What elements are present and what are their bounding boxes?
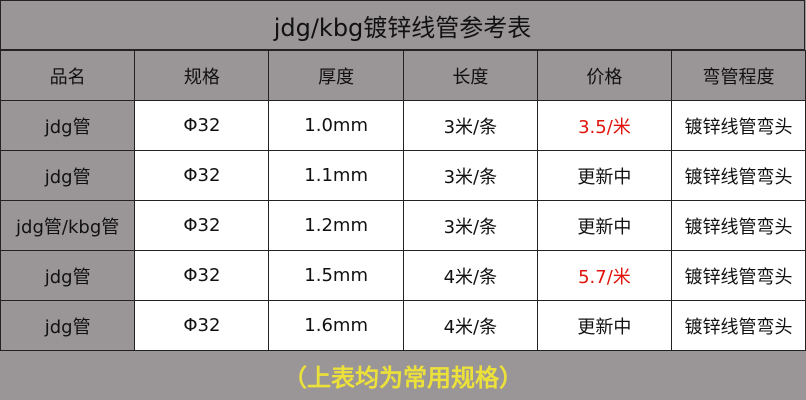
- cell-length: 3米/条: [402, 150, 538, 201]
- cell-price: 更新中: [536, 200, 672, 251]
- cell-thickness: 1.0mm: [268, 100, 404, 151]
- cell-name: jdg管: [0, 100, 136, 151]
- header-name: 品名: [0, 50, 136, 101]
- table-row: jdg管 Φ32 1.5mm 4米/条 5.7/米 镀锌线管弯头: [0, 250, 806, 301]
- table-row: jdg管 Φ32 1.0mm 3米/条 3.5/米 镀锌线管弯头: [0, 100, 806, 151]
- table-row: jdg管 Φ32 1.1mm 3米/条 更新中 镀锌线管弯头: [0, 150, 806, 201]
- cell-spec: Φ32: [134, 100, 270, 151]
- footer-note: （上表均为常用规格）: [283, 363, 523, 392]
- header-price: 价格: [536, 50, 672, 101]
- cell-price: 3.5/米: [536, 100, 672, 151]
- table-title: jdg/kbg镀锌线管参考表: [0, 0, 805, 50]
- cell-bend: 镀锌线管弯头: [670, 100, 806, 151]
- cell-length: 4米/条: [402, 300, 538, 351]
- cell-thickness: 1.2mm: [268, 200, 404, 251]
- header-bend: 弯管程度: [670, 50, 806, 101]
- cell-spec: Φ32: [134, 300, 270, 351]
- cell-thickness: 1.1mm: [268, 150, 404, 201]
- cell-thickness: 1.6mm: [268, 300, 404, 351]
- cell-price: 更新中: [536, 300, 672, 351]
- header-spec: 规格: [134, 50, 270, 101]
- cell-price: 5.7/米: [536, 250, 672, 301]
- cell-length: 4米/条: [402, 250, 538, 301]
- cell-length: 3米/条: [402, 200, 538, 251]
- table-row: jdg管 Φ32 1.6mm 4米/条 更新中 镀锌线管弯头: [0, 300, 806, 351]
- pipe-table: 品名 规格 厚度 长度 价格 弯管程度 jdg管 Φ32 1.0mm 3米/条 3.5/…: [0, 50, 806, 351]
- header-thickness: 厚度: [268, 50, 404, 101]
- cell-bend: 镀锌线管弯头: [670, 200, 806, 251]
- cell-name: jdg管: [0, 250, 136, 301]
- cell-name: jdg管/kbg管: [0, 200, 136, 251]
- cell-thickness: 1.5mm: [268, 250, 404, 301]
- header-row: 品名 规格 厚度 长度 价格 弯管程度: [0, 50, 806, 101]
- cell-name: jdg管: [0, 300, 136, 351]
- cell-length: 3米/条: [402, 100, 538, 151]
- cell-bend: 镀锌线管弯头: [670, 150, 806, 201]
- header-length: 长度: [402, 50, 538, 101]
- cell-spec: Φ32: [134, 250, 270, 301]
- cell-spec: Φ32: [134, 150, 270, 201]
- cell-bend: 镀锌线管弯头: [670, 250, 806, 301]
- cell-spec: Φ32: [134, 200, 270, 251]
- cell-price: 更新中: [536, 150, 672, 201]
- cell-bend: 镀锌线管弯头: [670, 300, 806, 351]
- cell-name: jdg管: [0, 150, 136, 201]
- table-row: jdg管/kbg管 Φ32 1.2mm 3米/条 更新中 镀锌线管弯头: [0, 200, 806, 251]
